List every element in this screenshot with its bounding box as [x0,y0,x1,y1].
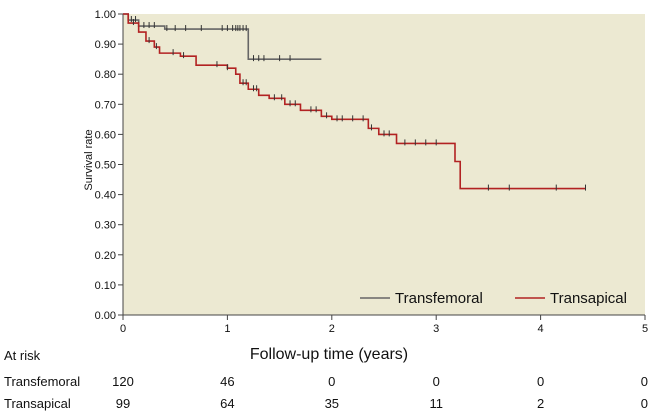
x-tick-label: 2 [329,323,335,335]
at-risk-count-transfemoral: 120 [112,374,134,389]
x-tick-label: 5 [642,323,648,335]
y-tick-label: 0.30 [95,220,116,232]
y-tick-label: 0.60 [95,129,116,141]
at-risk-table: At risk Transfemoral 120 46 0 0 0 0 Transapical 9… [4,348,648,411]
y-tick-label: 0.80 [95,69,116,81]
y-tick-label: 1.00 [95,9,116,21]
at-risk-count-transapical: 35 [325,396,339,411]
y-tick-label: 0.10 [95,280,116,292]
transfemoral-legend-label: Transfemoral [395,290,483,307]
series-layer [123,13,586,191]
y-tick-label: 0.40 [95,190,116,202]
at-risk-count-transfemoral: 46 [220,374,234,389]
x-axis-label: Follow-up time (years) [250,346,408,363]
y-tick-label: 0.90 [95,39,116,51]
at-risk-count-transfemoral: 0 [328,374,335,389]
at-risk-count-transapical: 0 [641,396,648,411]
y-tick-label: 0.20 [95,250,116,262]
at-risk-count-transapical: 2 [537,396,544,411]
axes: 0.00 0.10 0.20 0.30 0.40 0.50 0.60 0.70 0.80 0.90… [95,9,648,335]
x-tick-label: 0 [120,323,126,335]
at-risk-count-transapical: 11 [429,396,443,411]
x-tick-label: 4 [538,323,544,335]
plot-background [123,14,645,315]
at-risk-count-transapical: 99 [116,396,130,411]
x-tick-label: 1 [224,323,230,335]
at-risk-count-transfemoral: 0 [641,374,648,389]
legend: Transfemoral Transapical [360,290,627,307]
x-tick-label: 3 [433,323,439,335]
y-tick-label: 0.50 [95,160,116,172]
at-risk-label: At risk [4,348,41,363]
at-risk-count-transfemoral: 0 [433,374,440,389]
y-axis-label: Survival rate [83,129,95,190]
y-tick-label: 0.00 [95,310,116,322]
at-risk-row-name-transfemoral: Transfemoral [4,374,80,389]
at-risk-count-transfemoral: 0 [537,374,544,389]
at-risk-row-name-transapical: Transapical [4,396,71,411]
y-tick-label: 0.70 [95,99,116,111]
at-risk-count-transapical: 64 [220,396,234,411]
transapical-legend-label: Transapical [550,290,627,307]
